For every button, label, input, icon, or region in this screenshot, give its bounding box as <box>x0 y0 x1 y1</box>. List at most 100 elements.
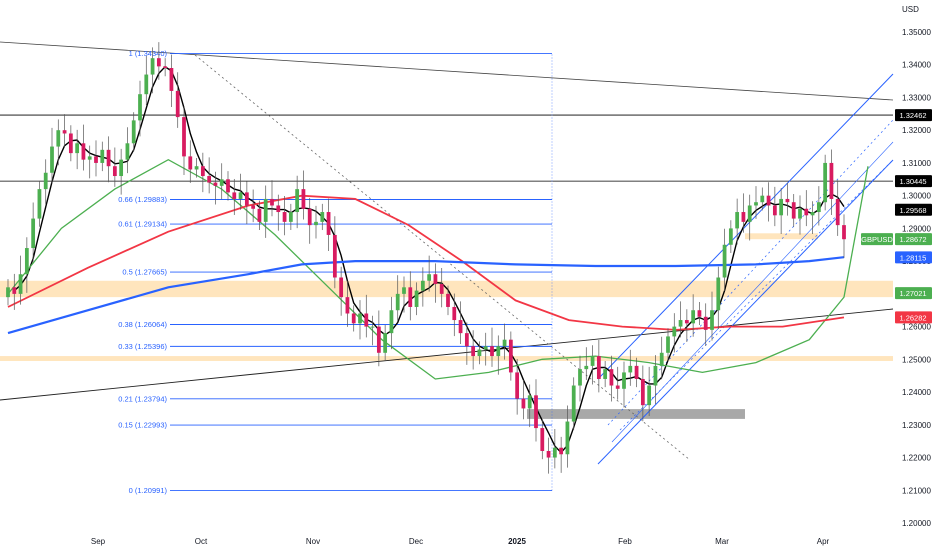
candle-body <box>389 310 394 334</box>
candle-body <box>798 208 802 219</box>
y-tick-label: 1.29000 <box>902 224 931 233</box>
y-tick-label: 1.31000 <box>902 159 931 168</box>
price-tag-label: 1.26282 <box>899 313 926 322</box>
candle-body <box>735 212 740 229</box>
fib-level-label: 0.66 (1.29883) <box>118 195 167 204</box>
candle-body <box>609 369 614 386</box>
candle-body <box>483 346 488 350</box>
candle-body <box>207 176 212 183</box>
candle-body <box>810 212 815 216</box>
candle-body <box>829 162 834 199</box>
candle-body <box>622 372 626 389</box>
candle-body <box>578 369 582 386</box>
candle-body <box>496 346 501 357</box>
candle-body <box>754 202 758 206</box>
candle-body <box>370 326 375 328</box>
candle-body <box>364 313 369 327</box>
x-tick-label: Oct <box>195 537 208 546</box>
y-tick-label: 1.26000 <box>902 323 931 332</box>
price-tag-label: 1.28672 <box>899 235 926 244</box>
candle-body <box>439 284 444 294</box>
sma-200-line <box>7 256 845 335</box>
candle-body <box>546 450 551 458</box>
candle-body <box>823 162 828 203</box>
candle-body <box>772 205 777 216</box>
candle-body <box>62 130 67 134</box>
y-tick-label: 1.34000 <box>902 61 931 70</box>
candle-body <box>182 117 186 157</box>
y-axis: 1.35000 1.34000 1.33000 1.32000 1.31000 1.300… <box>902 28 931 528</box>
candle-body <box>584 365 589 370</box>
price-tag-bg <box>895 233 932 246</box>
price-tag-bg <box>895 203 932 216</box>
fibonacci-retracement[interactable]: 1 (1.34340) 0.66 (1.29883) 0.61 (1.29134) 0… <box>118 49 553 495</box>
candle-body <box>402 287 406 294</box>
candle-body <box>408 287 413 307</box>
candle-body <box>647 385 652 406</box>
candle-body <box>559 447 564 455</box>
candle-body <box>395 293 400 311</box>
y-tick-label: 1.32000 <box>902 126 931 135</box>
candle-body <box>244 192 249 206</box>
price-tags: 1.32462 1.30445 1.29568 GBPUSD 1.28672 1.2811… <box>861 109 932 324</box>
candle-body <box>666 336 670 353</box>
candle-body <box>477 349 482 357</box>
y-tick-label: 1.23000 <box>902 421 931 430</box>
y-tick-label: 1.22000 <box>902 454 931 463</box>
candle-body <box>94 156 98 163</box>
candle-body <box>502 339 507 347</box>
candles <box>6 42 846 474</box>
candle-body <box>760 195 765 203</box>
candle-body <box>710 310 714 330</box>
candle-body <box>12 287 17 294</box>
candle-body <box>446 293 450 307</box>
candle-body <box>703 316 708 330</box>
candle-body <box>628 365 633 373</box>
candle-body <box>263 198 268 222</box>
candle-body <box>464 333 469 347</box>
candle-body <box>257 208 262 222</box>
candle-body <box>376 326 381 353</box>
candle-body <box>6 287 10 298</box>
candle-body <box>527 395 532 409</box>
candle-body <box>326 212 331 235</box>
candle-body <box>427 274 432 281</box>
candle-body <box>332 234 337 278</box>
price-tag-label: 1.28115 <box>900 253 927 262</box>
channel-line <box>597 159 894 465</box>
candle-body <box>603 369 608 379</box>
candle-body <box>722 244 727 278</box>
price-tag-label: 1.29568 <box>899 206 926 215</box>
candle-body <box>188 156 193 170</box>
candle-body <box>508 339 513 373</box>
candle-body <box>741 212 746 222</box>
x-axis: Sep Oct Nov Dec 2025 Feb Mar Apr <box>91 537 830 546</box>
currency-label: USD <box>902 5 919 14</box>
candle-body <box>288 212 293 222</box>
candle-body <box>68 133 73 154</box>
candle-body <box>175 90 180 118</box>
fib-level-label: 1 (1.34340) <box>129 49 168 58</box>
candle-body <box>75 143 80 154</box>
candle-body <box>691 310 696 324</box>
symbol-tag-label: GBPUSD <box>861 235 893 244</box>
candle-body <box>112 166 117 177</box>
candle-body <box>452 306 457 321</box>
candle-body <box>565 421 570 455</box>
fib-level-label: 0.38 (1.26064) <box>118 320 167 329</box>
candle-body <box>534 395 538 429</box>
candle-body <box>301 189 306 209</box>
fib-level-label: 0.61 (1.29134) <box>118 220 167 229</box>
candle-body <box>169 68 174 91</box>
candle-body <box>251 205 256 209</box>
candle-body <box>43 172 48 190</box>
candle-body <box>791 202 796 219</box>
candle-body <box>640 378 645 406</box>
candle-body <box>50 146 54 173</box>
candle-body <box>672 326 677 337</box>
channel-line <box>619 159 894 431</box>
zone <box>745 233 818 240</box>
candle-body <box>144 74 149 95</box>
